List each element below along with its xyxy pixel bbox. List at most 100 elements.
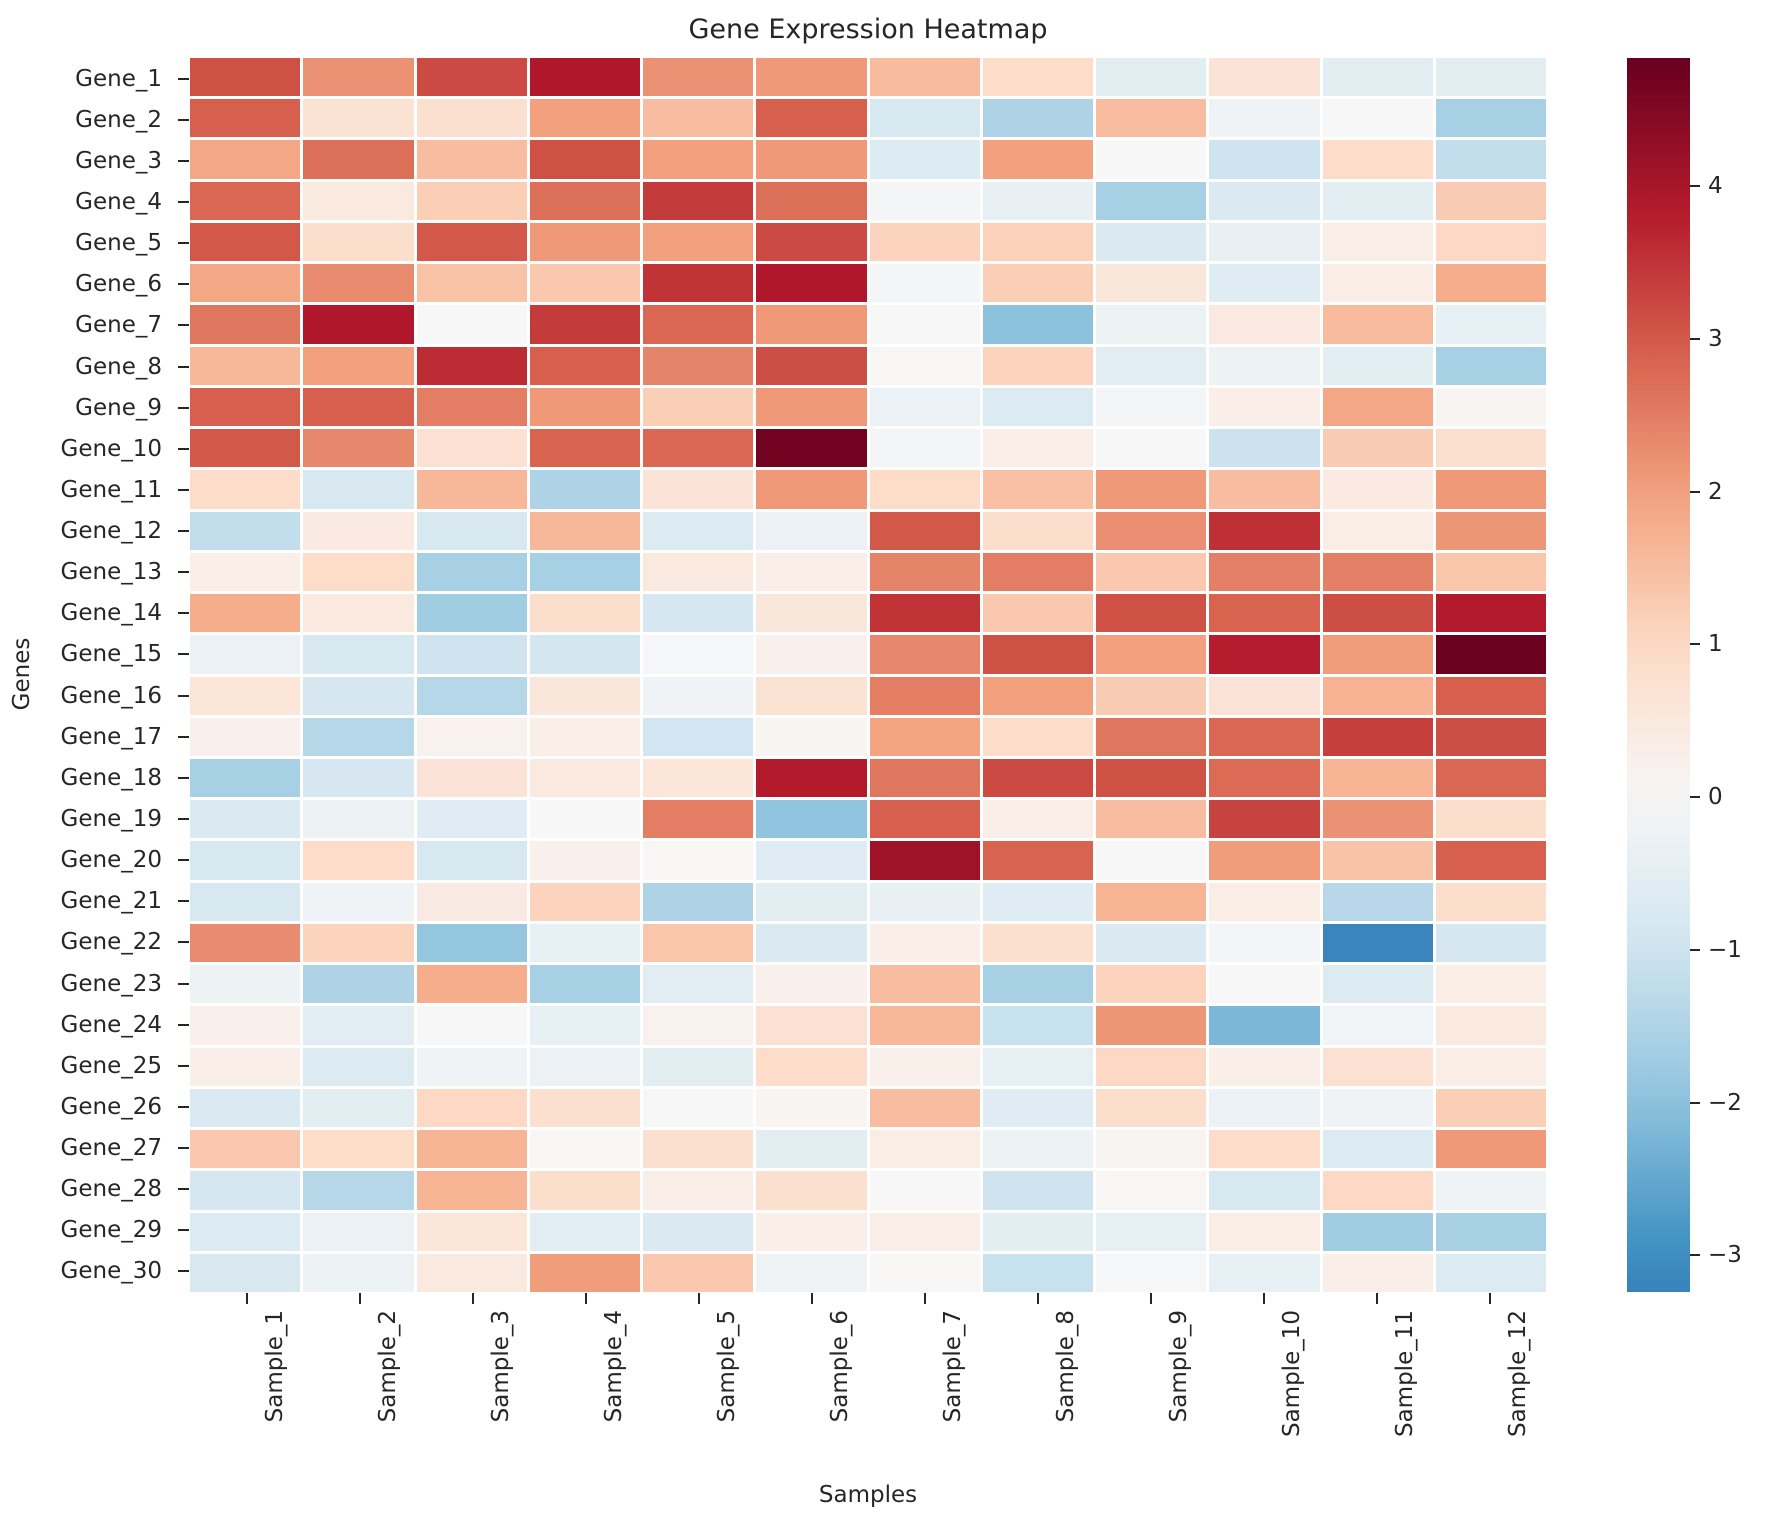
heatmap-cell [1096,800,1207,839]
heatmap-cell [529,1130,640,1169]
heatmap-cell [1322,965,1433,1004]
heatmap-cell [190,140,301,179]
heatmap-cell [416,800,527,839]
heatmap-cell [529,387,640,427]
heatmap-cell [756,841,867,880]
heatmap-cell [643,758,754,798]
heatmap-cell [1322,222,1433,262]
heatmap-cell [303,1171,414,1210]
heatmap-cell [869,58,980,97]
gene-tick-label: Gene_9 [75,394,162,421]
heatmap-cell [303,181,414,220]
heatmap-cell [529,305,640,344]
heatmap-cell [303,1130,414,1169]
heatmap-cell [190,965,301,1004]
gene-tick-label: Gene_5 [75,230,162,257]
heatmap-cell [643,552,754,592]
heatmap-cell [643,140,754,179]
heatmap-cell [756,99,867,138]
x-tick-mark [1036,1293,1039,1304]
heatmap-cell [416,552,527,592]
heatmap-cell [756,923,867,963]
gene-tick-label: Gene_12 [60,518,162,545]
heatmap-cell [1096,1088,1207,1128]
heatmap-cell [529,264,640,303]
heatmap-cell [416,1212,527,1251]
heatmap-cell [756,264,867,303]
x-tick-mark [584,1293,587,1304]
heatmap-cell [416,1088,527,1128]
gene-tick-label: Gene_14 [60,600,162,627]
heatmap-cell [869,181,980,220]
heatmap-cell [982,470,1093,509]
heatmap-cell [756,429,867,468]
heatmap-cell [416,676,527,715]
heatmap-cell [756,1047,867,1086]
y-tick-mark [178,653,189,656]
heatmap-cell [869,99,980,138]
heatmap-cell [982,1130,1093,1169]
y-tick-mark [178,982,189,985]
heatmap-cell [869,511,980,550]
heatmap-cell [190,552,301,592]
sample-tick-label: Sample_5 [713,1310,740,1423]
heatmap-cell [190,470,301,509]
heatmap-cell [982,965,1093,1004]
heatmap-cell [643,346,754,385]
heatmap-cell [982,58,1093,97]
heatmap-cell [756,882,867,921]
heatmap-cell [643,387,754,427]
heatmap-cell [1322,346,1433,385]
gene-tick-label: Gene_25 [60,1052,162,1079]
heatmap-cell [1322,1047,1433,1086]
heatmap-cell [1096,758,1207,798]
heatmap-cell [190,594,301,633]
heatmap-cell [1435,181,1546,220]
gene-tick-label: Gene_4 [75,188,162,215]
heatmap-cell [982,800,1093,839]
heatmap-cell [303,717,414,756]
heatmap-cell [1096,1253,1207,1292]
heatmap-cell [303,841,414,880]
heatmap-cell [1435,1130,1546,1169]
y-tick-mark [178,612,189,615]
heatmap-cell [1322,923,1433,963]
heatmap-cell [303,965,414,1004]
colorbar-tick-label: 0 [1708,784,1723,811]
heatmap-cell [1435,58,1546,97]
heatmap-cell [1209,222,1320,262]
heatmap-cell [643,594,754,633]
heatmap-cell [1435,346,1546,385]
heatmap-cell [416,1171,527,1210]
heatmap-cell [643,676,754,715]
x-tick-mark [471,1293,474,1304]
gene-tick-label: Gene_20 [60,847,162,874]
heatmap-cell [190,305,301,344]
heatmap-cell [529,882,640,921]
heatmap-cell [643,305,754,344]
heatmap-cell [303,346,414,385]
heatmap-cell [869,758,980,798]
heatmap-cell [756,181,867,220]
heatmap-cell [529,99,640,138]
heatmap-cell [1435,841,1546,880]
heatmap-cell [869,387,980,427]
heatmap-cell [1096,140,1207,179]
heatmap-cell [1096,264,1207,303]
gene-tick-label: Gene_27 [60,1135,162,1162]
heatmap-cell [529,635,640,674]
x-tick-mark [697,1293,700,1304]
heatmap-cell [1096,1006,1207,1045]
heatmap-cell [303,429,414,468]
heatmap-cell [869,1088,980,1128]
gene-tick-label: Gene_19 [60,805,162,832]
heatmap-cell [1435,1088,1546,1128]
heatmap-cell [1096,1047,1207,1086]
heatmap-cell [416,1130,527,1169]
heatmap-cell [869,222,980,262]
y-tick-mark [178,242,189,245]
heatmap-cell [756,346,867,385]
heatmap-cell [416,429,527,468]
heatmap-cell [1322,181,1433,220]
heatmap-cell [982,387,1093,427]
